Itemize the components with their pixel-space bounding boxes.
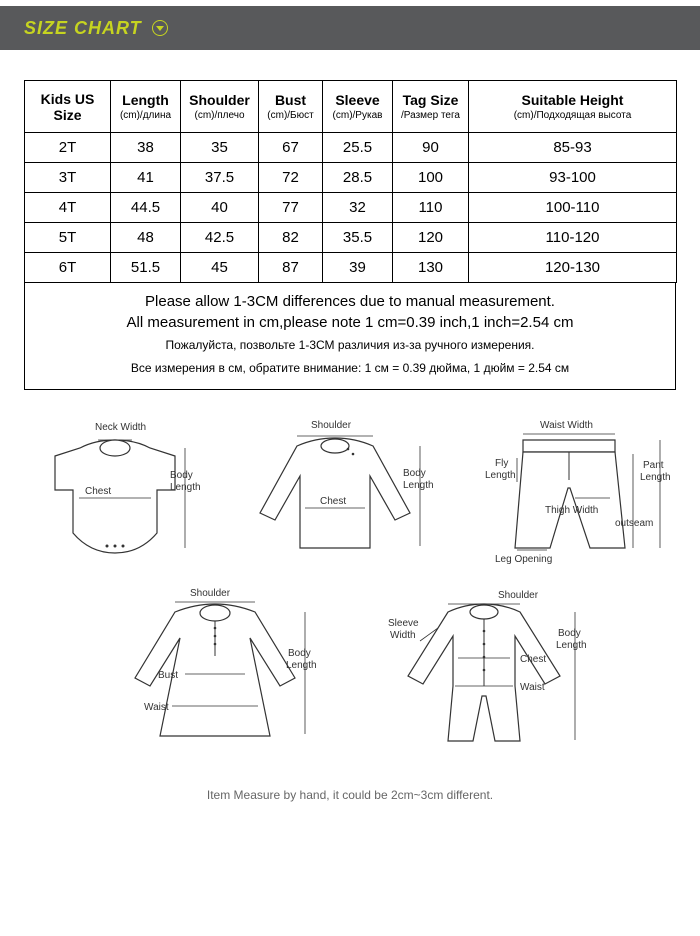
measurement-diagrams: Neck Width Chest Body Length Shoulder: [24, 418, 676, 802]
diagram-dress: Shoulder Neck Width Bust Waist Body Leng…: [100, 586, 330, 756]
label-thigh: Thigh Width: [545, 505, 598, 516]
table-cell: 51.5: [111, 253, 181, 283]
table-cell: 67: [259, 133, 323, 163]
diagram-top: Shoulder Neck Width Chest Body Length: [235, 418, 435, 568]
table-cell: 44.5: [111, 193, 181, 223]
diagrams-row-1: Neck Width Chest Body Length Shoulder: [25, 418, 675, 568]
table-row: 6T51.5458739130120-130: [25, 253, 677, 283]
table-cell: 28.5: [323, 163, 393, 193]
table-cell: 37.5: [181, 163, 259, 193]
diagram-pants: Waist Width Fly Length Thigh Width Leg O…: [465, 418, 675, 568]
table-cell: 87: [259, 253, 323, 283]
table-cell: 35.5: [323, 223, 393, 253]
table-cell: 85-93: [469, 133, 677, 163]
label-waist: Waist: [144, 702, 169, 713]
note-en-2: All measurement in cm,please note 1 cm=0…: [33, 314, 667, 331]
table-cell: 100-110: [469, 193, 677, 223]
table-cell: 3T: [25, 163, 111, 193]
table-cell: 42.5: [181, 223, 259, 253]
table-cell: 90: [393, 133, 469, 163]
column-header: Sleeve(cm)/Рукав: [323, 81, 393, 133]
label-body-length-4b: Length: [556, 640, 587, 651]
label-sleeve-a: Sleeve: [388, 618, 419, 629]
label-body-length-2b: Length: [403, 480, 434, 491]
table-cell: 40: [181, 193, 259, 223]
column-header: Length(cm)/длина: [111, 81, 181, 133]
table-cell: 48: [111, 223, 181, 253]
table-cell: 41: [111, 163, 181, 193]
table-row: 4T44.5407732110100-110: [25, 193, 677, 223]
label-waist-width: Waist Width: [540, 420, 593, 431]
column-header: Bust(cm)/Бюст: [259, 81, 323, 133]
table-cell: 39: [323, 253, 393, 283]
table-cell: 5T: [25, 223, 111, 253]
label-shoulder-3: Shoulder: [498, 590, 539, 601]
label-chest-2: Chest: [320, 496, 346, 507]
size-chart-table: Kids US SizeLength(cm)/длинаShoulder(cm)…: [24, 80, 677, 283]
label-shoulder-2: Shoulder: [190, 588, 231, 599]
table-cell: 110-120: [469, 223, 677, 253]
label-sleeve-b: Width: [390, 630, 416, 641]
note-ru-1: Пожалуйста, позвольте 1-3СМ различия из-…: [33, 337, 667, 354]
table-cell: 93-100: [469, 163, 677, 193]
column-header: Shoulder(cm)/плечо: [181, 81, 259, 133]
table-cell: 120-130: [469, 253, 677, 283]
diagrams-row-2: Shoulder Neck Width Bust Waist Body Leng…: [100, 586, 600, 756]
header-bar: SIZE CHART: [0, 6, 700, 50]
label-neck-width: Neck Width: [95, 422, 146, 433]
column-header: Kids US Size: [25, 81, 111, 133]
label-body-length-1: Body: [170, 470, 193, 481]
table-cell: 38: [111, 133, 181, 163]
footer-note: Item Measure by hand, it could be 2cm~3c…: [207, 788, 493, 802]
label-body-length-4a: Body: [558, 628, 581, 639]
table-cell: 130: [393, 253, 469, 283]
table-cell: 110: [393, 193, 469, 223]
label-pant-a: Pant: [643, 460, 664, 471]
table-row: 5T4842.58235.5120110-120: [25, 223, 677, 253]
table-cell: 25.5: [323, 133, 393, 163]
diagram-bodysuit: Neck Width Chest Body Length: [25, 418, 205, 568]
table-cell: 35: [181, 133, 259, 163]
header-title: SIZE CHART: [24, 18, 142, 39]
table-cell: 4T: [25, 193, 111, 223]
table-cell: 45: [181, 253, 259, 283]
label-body-length-2a: Body: [403, 468, 426, 479]
label-body-length-3b: Length: [286, 660, 317, 671]
diagram-romper: Shoulder Sleeve Width Chest Waist Body L…: [360, 586, 600, 756]
label-fly-b: Length: [485, 470, 516, 481]
label-pant-b: Length: [640, 472, 671, 483]
chevron-down-circle-icon: [152, 20, 168, 36]
label-body-length-1b: Length: [170, 482, 201, 493]
label-chest-1: Chest: [85, 486, 111, 497]
label-body-length-3a: Body: [288, 648, 311, 659]
content-area: Kids US SizeLength(cm)/длинаShoulder(cm)…: [0, 50, 700, 812]
table-cell: 100: [393, 163, 469, 193]
note-en-1: Please allow 1-3CM differences due to ma…: [33, 293, 667, 310]
label-fly-a: Fly: [495, 458, 508, 469]
label-leg-opening: Leg Opening: [495, 554, 552, 565]
notes-box: Please allow 1-3CM differences due to ma…: [24, 283, 676, 390]
column-header: Tag Size/Размер тега: [393, 81, 469, 133]
label-shoulder-1: Shoulder: [311, 420, 352, 431]
label-waist-2: Waist: [520, 682, 545, 693]
label-outseam: outseam: [615, 518, 653, 529]
table-header-row: Kids US SizeLength(cm)/длинаShoulder(cm)…: [25, 81, 677, 133]
table-cell: 72: [259, 163, 323, 193]
label-chest-3: Chest: [520, 654, 546, 665]
table-row: 3T4137.57228.510093-100: [25, 163, 677, 193]
table-cell: 2T: [25, 133, 111, 163]
label-bust: Bust: [158, 670, 178, 681]
column-header: Suitable Height(cm)/Подходящая высота: [469, 81, 677, 133]
note-ru-2: Все измерения в см, обратите внимание: 1…: [33, 360, 667, 377]
table-cell: 6T: [25, 253, 111, 283]
table-cell: 82: [259, 223, 323, 253]
table-cell: 77: [259, 193, 323, 223]
table-row: 2T38356725.59085-93: [25, 133, 677, 163]
table-cell: 32: [323, 193, 393, 223]
table-cell: 120: [393, 223, 469, 253]
